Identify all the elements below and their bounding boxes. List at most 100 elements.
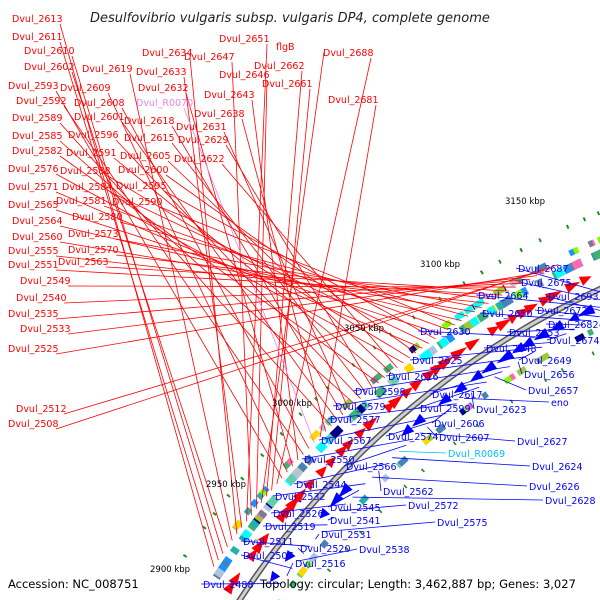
reverse-gene-label: Dvul_2488 [203,580,254,591]
reverse-gene-label: Dvul_2664 [478,291,529,302]
orf-marker [226,493,231,498]
forward-gene-label: Dvul_2602 [24,62,75,73]
reverse-gene-label: Dvul_2653 [509,328,560,339]
feature-block [535,278,545,288]
label-connectors [55,23,600,585]
forward-gene-arrow [353,427,366,440]
reverse-gene-arrow [319,507,331,519]
scale-label: 3050 kbp [344,324,384,334]
reverse-connector [339,504,407,512]
forward-connector [183,76,243,528]
reverse-gene-label: Dvul_2650 [482,309,533,320]
forward-connector [59,41,219,561]
reverse-connector [518,351,535,361]
forward-gene-label: Dvul_2662 [254,61,305,72]
orf-marker [475,423,480,428]
feature-block [509,373,517,381]
reverse-connector [471,392,475,410]
forward-gene-label: Dvul_2593 [8,81,59,92]
forward-gene-label: Dvul_2589 [12,113,63,124]
feature-block [472,298,486,310]
forward-gene-arrow [486,326,500,337]
forward-gene-arrow [228,572,241,587]
orf-marker [565,224,570,230]
feature-block [435,423,447,435]
reverse-gene-label: Dvul_2657 [528,386,579,397]
reverse-connector [399,451,447,454]
reverse-gene-arrow [338,482,353,498]
feature-block [572,246,580,255]
reverse-gene-arrow [270,570,281,583]
feature-block [427,345,438,356]
feature-block [397,455,409,467]
forward-connector [171,142,367,394]
reverse-gene-label: Dvul_2626 [529,482,580,493]
feature-block [324,415,335,426]
forward-gene-label: Dvul_2560 [12,232,63,243]
reverse-connector [409,346,543,361]
forward-gene-label: Dvul_2565 [8,200,59,211]
reverse-gene-arrow [520,336,536,349]
reverse-gene-label: eno [551,398,569,409]
reverse-connector [327,403,457,420]
forward-gene-label: Dvul_R0070 [136,98,193,109]
forward-gene-label: Dvul_2633 [136,67,187,78]
reverse-gene-label: Dvul_2687 [518,264,569,275]
scale-label: 2900 kbp [150,565,190,575]
reverse-connector [371,476,528,487]
feature-block [288,579,298,589]
forward-gene-label: Dvul_2590 [112,197,163,208]
feature-block [509,278,518,288]
reverse-connector [515,267,600,293]
forward-gene-arrow [387,395,403,409]
reverse-gene-label: Dvul_2656 [524,370,575,381]
kbp-scale: 2900 kbp 2950 kbp 3000 kbp 3050 kbp 3100 kbp… [150,197,545,575]
forward-connector [113,157,386,379]
forward-gene-label: Dvul_2580 [72,212,123,223]
orf-marker [543,377,548,383]
reverse-gene-label: Dvul_2672 [537,306,588,317]
forward-connector [55,191,423,349]
reverse-connector [327,490,360,508]
orf-marker [344,546,349,551]
reverse-connector [546,333,567,341]
feature-block [408,345,418,354]
feature-block [592,249,600,261]
reverse-gene-label: Dvul_2675 [521,278,572,289]
forward-connector [107,92,288,473]
forward-gene-arrow [303,478,315,491]
reverse-gene-label: Dvul_2520 [300,544,351,555]
reverse-connector [518,281,600,301]
reverse-connector [262,524,328,527]
forward-gene-label: Dvul_2619 [82,64,133,75]
reverse-gene-label: Dvul_2575 [437,518,488,529]
orf-marker [462,281,467,286]
feature-block [309,552,319,561]
forward-connector [67,275,538,335]
orf-marker [240,476,245,481]
feature-block [516,366,528,377]
feature-block [596,236,600,244]
orf-marker [279,431,284,437]
reverse-gene-label: Dvul_2606 [434,419,485,430]
feature-block [358,494,370,505]
feature-block [304,560,313,568]
forward-connector [121,121,338,421]
forward-gene-label: Dvul_2613 [12,14,63,25]
reverse-gene-label: Dvul_2628 [545,496,596,507]
reverse-gene-label: Dvul_2532 [275,492,326,503]
forward-gene-label: Dvul_2632 [138,83,189,94]
forward-gene-label: Dvul_2661 [262,79,313,90]
reverse-connector [240,540,310,547]
feature-block [249,498,259,508]
orf-marker [498,259,502,264]
reverse-connector [517,361,523,375]
accession-text: Accession: NC_008751 [8,577,139,591]
feature-block [574,332,586,343]
forward-gene-label: Dvul_2615 [124,133,175,144]
forward-gene-label: Dvul_2643 [204,90,255,101]
reverse-gene-label: Dvul_2616 [388,372,439,383]
reverse-gene-label: Dvul_2544 [296,480,347,491]
forward-gene-label: Dvul_2634 [142,48,193,59]
forward-gene-arrow [578,276,592,286]
